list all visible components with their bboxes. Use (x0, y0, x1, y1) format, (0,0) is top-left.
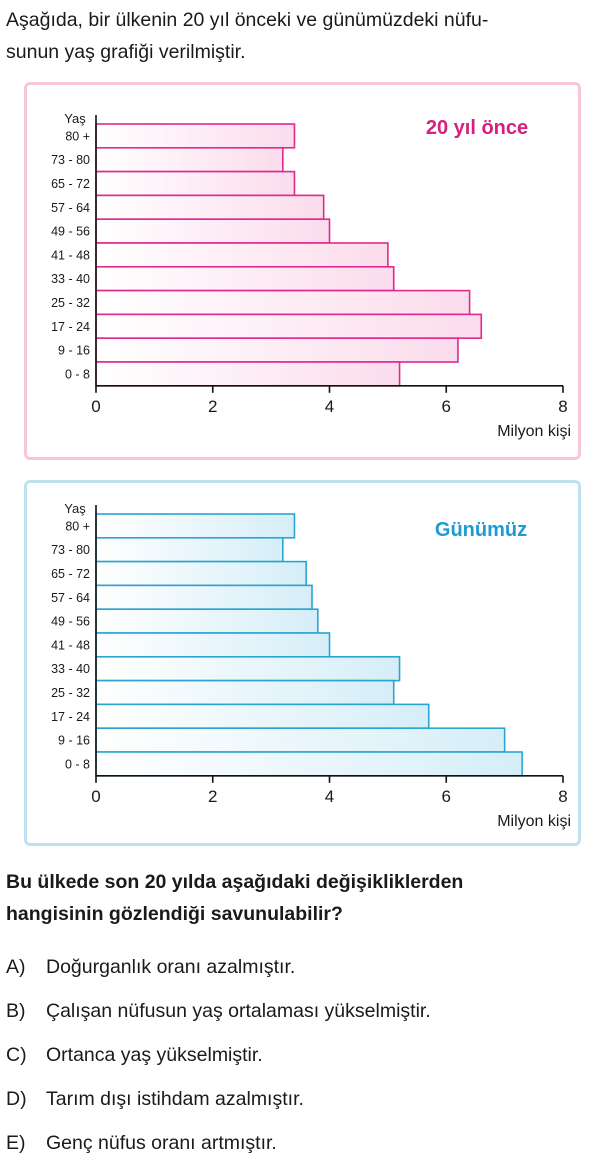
category-label: 17 - 24 (51, 320, 90, 334)
option-letter: B) (6, 1000, 26, 1022)
option-a[interactable]: A) Doğurganlık oranı azalmıştır. (6, 956, 602, 1000)
option-text: Ortanca yaş yükselmiştir. (46, 1044, 263, 1066)
option-letter: D) (6, 1088, 27, 1110)
y-axis-label: Yaş (64, 501, 86, 516)
bar-80plus (95, 513, 296, 539)
option-letter: E) (6, 1132, 26, 1154)
bar-65-72 (95, 560, 307, 587)
option-letter: A) (6, 956, 26, 978)
x-axis-label: Milyon kişi (497, 813, 571, 830)
category-label: 25 - 32 (51, 686, 90, 700)
chart-title: 20 yıl önce (426, 117, 528, 139)
option-text: Çalışan nüfusun yaş ortalaması yükselmiş… (46, 1000, 431, 1022)
category-label: 49 - 56 (51, 615, 90, 629)
bar-0-8 (95, 751, 523, 777)
option-text: Tarım dışı istihdam azalmıştır. (46, 1088, 304, 1110)
category-label: 9 - 16 (58, 344, 90, 358)
chart-20-years-ago: Yaş 20 yıl önce 80 + 73 - 80 65 - 72 57 - 64 4… (24, 82, 581, 460)
bar-57-64 (95, 584, 313, 611)
option-c[interactable]: C) Ortanca yaş yükselmiştir. (6, 1044, 602, 1088)
category-label: 65 - 72 (51, 567, 90, 581)
category-label: 57 - 64 (51, 201, 90, 215)
x-tick-label: 0 (91, 787, 100, 806)
answer-options: A) Doğurganlık oranı azalmıştır. B) Çalışa… (6, 956, 602, 1176)
bar-17-24 (95, 313, 483, 339)
chart-title: Günümüz (435, 519, 527, 541)
bar-9-16 (95, 337, 459, 363)
category-label: 41 - 48 (51, 248, 90, 262)
option-letter: C) (6, 1044, 27, 1066)
x-tick-label: 2 (208, 397, 217, 416)
bar-9-16 (95, 727, 506, 753)
chart-20-years-ago-svg: Yaş 20 yıl önce 80 + 73 - 80 65 - 72 57 - 64 4… (51, 111, 571, 440)
x-tick-label: 4 (325, 397, 334, 416)
question-text: Bu ülkede son 20 yılda aşağıdaki değişik… (6, 866, 602, 930)
y-axis-label: Yaş (64, 111, 86, 126)
category-label: 0 - 8 (65, 757, 90, 771)
category-label: 80 + (65, 129, 90, 143)
category-label: 33 - 40 (51, 662, 90, 676)
option-d[interactable]: D) Tarım dışı istihdam azalmıştır. (6, 1088, 602, 1132)
intro-text: Aşağıda, bir ülkenin 20 yıl önceki ve gü… (6, 4, 600, 68)
category-label: 73 - 80 (51, 153, 90, 167)
bar-25-32 (95, 289, 471, 316)
bar-49-56 (95, 218, 331, 244)
bar-33-40 (95, 656, 401, 682)
category-label: 25 - 32 (51, 296, 90, 310)
bar-65-72 (95, 170, 296, 197)
category-label: 17 - 24 (51, 710, 90, 724)
category-label: 41 - 48 (51, 638, 90, 652)
bar-80plus (95, 123, 296, 149)
bar-73-80 (95, 146, 284, 173)
category-label: 9 - 16 (58, 734, 90, 748)
x-tick-label: 4 (325, 787, 334, 806)
x-tick-label: 2 (208, 787, 217, 806)
x-tick-label: 8 (558, 397, 567, 416)
category-label: 33 - 40 (51, 272, 90, 286)
x-tick-label: 6 (442, 397, 451, 416)
chart-today: Yaş Günümüz 80 +73 - 80 65 - 72 57 - 64 49 - … (24, 480, 581, 846)
x-tick-label: 0 (91, 397, 100, 416)
x-tick-label: 8 (558, 787, 567, 806)
bar-73-80 (95, 536, 284, 563)
category-label: 73 - 80 (51, 543, 90, 557)
category-label: 80 + (65, 519, 90, 533)
category-label: 65 - 72 (51, 177, 90, 191)
option-e[interactable]: E) Genç nüfus oranı artmıştır. (6, 1132, 602, 1176)
bar-33-40 (95, 266, 395, 292)
option-b[interactable]: B) Çalışan nüfusun yaş ortalaması yükselm… (6, 1000, 602, 1044)
x-tick-label: 6 (442, 787, 451, 806)
question-line-1: Bu ülkede son 20 yılda aşağıdaki değişik… (6, 871, 464, 893)
option-text: Genç nüfus oranı artmıştır. (46, 1132, 277, 1154)
category-label: 49 - 56 (51, 225, 90, 239)
intro-line-1: Aşağıda, bir ülkenin 20 yıl önceki ve gü… (6, 9, 489, 31)
bar-41-48 (95, 242, 389, 268)
intro-line-2: sunun yaş grafiği verilmiştir. (6, 41, 246, 63)
category-label: 57 - 64 (51, 591, 90, 605)
bar-57-64 (95, 194, 325, 221)
option-text: Doğurganlık oranı azalmıştır. (46, 956, 296, 978)
bar-41-48 (95, 632, 331, 658)
bar-49-56 (95, 608, 319, 634)
bar-0-8 (95, 361, 401, 387)
question-line-2: hangisinin gözlendiği savunulabilir? (6, 903, 343, 925)
category-label: 0 - 8 (65, 367, 90, 381)
x-axis-label: Milyon kişi (497, 423, 571, 440)
bar-25-32 (95, 679, 395, 706)
bar-17-24 (95, 703, 430, 729)
